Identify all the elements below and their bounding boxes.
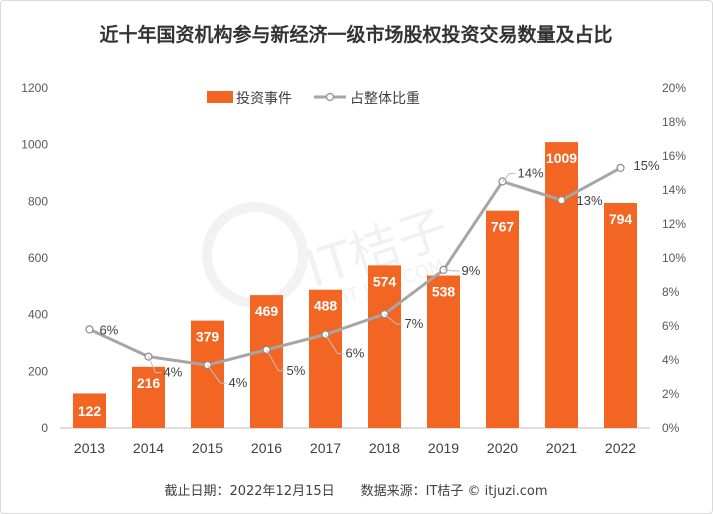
label-leader-line (384, 313, 403, 325)
legend-bar-label: 投资事件 (236, 91, 292, 107)
label-leader-line (443, 269, 460, 272)
bar (427, 275, 460, 428)
y-axis-right: 0% 2% 4% 6% 8% 10% 12% 14% 16% 18% 20% (662, 81, 686, 435)
x-tick-label: 2020 (487, 440, 518, 456)
y-right-tick-label: 18% (662, 115, 686, 129)
y-left-tick-label: 600 (28, 251, 48, 265)
bar (545, 142, 578, 428)
x-axis: 2013 2014 2015 2016 2017 2018 2019 2020 2021 2022 (74, 440, 636, 456)
y-left-tick-label: 200 (28, 364, 48, 378)
share-value-label: 7% (405, 316, 424, 331)
line-point (85, 325, 94, 334)
bar-series (73, 142, 637, 428)
x-tick-label: 2022 (605, 440, 636, 456)
label-leader-line (148, 356, 162, 374)
line-point (557, 196, 566, 205)
label-leader-line (266, 349, 285, 372)
bar (604, 203, 637, 428)
y-right-tick-label: 12% (662, 217, 686, 231)
share-value-label: 4% (164, 365, 183, 380)
bar-value-label: 488 (314, 298, 338, 314)
legend-bar-swatch (207, 91, 233, 103)
y-right-tick-label: 16% (662, 149, 686, 163)
watermark-logo-icon (202, 202, 308, 308)
y-left-tick-label: 1200 (21, 81, 48, 95)
y-axis-left: 0 200 400 600 800 1000 1200 (21, 81, 48, 435)
y-left-tick-label: 800 (28, 194, 48, 208)
bar-value-label: 1009 (546, 150, 577, 166)
bar-value-label: 538 (432, 284, 456, 300)
x-tick-label: 2015 (192, 440, 223, 456)
chart-footer: 截止日期：2022年12月15日 数据来源：IT桔子 © itjuzi.com (164, 484, 547, 499)
y-right-tick-label: 20% (662, 81, 686, 95)
x-tick-label: 2019 (428, 440, 459, 456)
line-point (616, 163, 625, 172)
bar-value-label: 469 (255, 303, 279, 319)
bar-value-label: 794 (609, 211, 633, 227)
y-right-tick-label: 8% (662, 285, 680, 299)
legend-line-marker (325, 92, 335, 102)
x-tick-label: 2014 (133, 440, 164, 456)
share-value-label: 13% (577, 193, 603, 208)
bar (191, 320, 224, 428)
share-value-label: 9% (462, 263, 481, 278)
line-data-labels: 6% 4% 4% 5% 6% 7% 9% 14% 13% 15% (100, 158, 660, 390)
bar-data-labels: 122 216 379 469 488 574 538 767 1009 794 (78, 150, 633, 419)
chart-title: 近十年国资机构参与新经济一级市场股权投资交易数量及占比 (99, 23, 612, 46)
bar-value-label: 379 (196, 329, 220, 345)
label-leader-line (207, 364, 227, 384)
y-left-tick-label: 400 (28, 308, 48, 322)
bar (309, 289, 342, 428)
label-leader-line (502, 173, 516, 182)
legend-line-label: 占整体比重 (350, 91, 420, 107)
share-value-label: 5% (287, 363, 306, 378)
share-value-label: 15% (634, 158, 660, 173)
bar-value-label: 767 (491, 219, 515, 235)
share-line (88, 166, 622, 367)
bar-value-label: 122 (78, 403, 102, 419)
y-right-tick-label: 0% (662, 421, 680, 435)
y-right-tick-label: 2% (662, 387, 680, 401)
share-value-label: 6% (346, 346, 365, 361)
x-tick-label: 2017 (310, 440, 341, 456)
y-right-tick-label: 14% (662, 183, 686, 197)
share-value-label: 4% (229, 375, 248, 390)
bar (486, 210, 519, 428)
legend: 投资事件 占整体比重 (207, 91, 420, 107)
bar-value-label: 574 (373, 273, 397, 289)
bar (250, 295, 283, 428)
bar (132, 366, 165, 428)
bar-value-label: 216 (137, 375, 161, 391)
y-left-tick-label: 1000 (21, 138, 48, 152)
share-value-label: 6% (100, 322, 119, 337)
share-value-label: 14% (518, 166, 544, 181)
x-tick-label: 2013 (74, 440, 105, 456)
y-left-tick-label: 0 (41, 421, 48, 435)
x-tick-label: 2018 (369, 440, 400, 456)
y-right-tick-label: 10% (662, 251, 686, 265)
x-tick-label: 2016 (251, 440, 282, 456)
y-right-tick-label: 6% (662, 319, 680, 333)
bar (73, 393, 106, 428)
bar (368, 265, 401, 428)
y-right-tick-label: 4% (662, 353, 680, 367)
x-tick-label: 2021 (546, 440, 577, 456)
label-leader-line (325, 334, 344, 354)
